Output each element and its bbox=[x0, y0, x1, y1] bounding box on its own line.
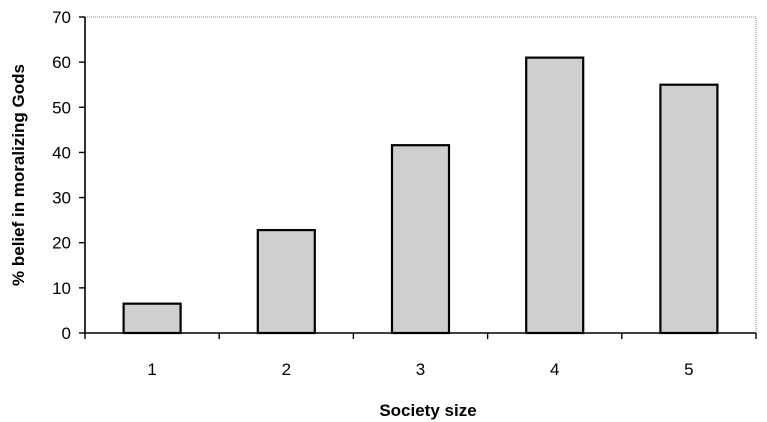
y-axis-label: % belief in moralizing Gods bbox=[9, 64, 28, 286]
bar-4 bbox=[525, 56, 585, 335]
y-tick-label-0: 0 bbox=[62, 324, 71, 343]
y-tick-label-30: 30 bbox=[52, 189, 71, 208]
x-tick-label-3: 3 bbox=[416, 360, 425, 379]
y-tick-label-70: 70 bbox=[52, 8, 71, 27]
bar-3 bbox=[390, 144, 451, 335]
bar-5 bbox=[659, 83, 719, 335]
y-tick-label-60: 60 bbox=[52, 53, 71, 72]
x-tick-label-4: 4 bbox=[550, 360, 559, 379]
bar-2 bbox=[256, 228, 316, 335]
x-axis-label: Society size bbox=[379, 401, 476, 420]
y-axis-ticks: 0 10 20 30 40 50 60 70 bbox=[52, 8, 85, 343]
y-tick-label-50: 50 bbox=[52, 98, 71, 117]
bars-group bbox=[122, 56, 719, 335]
x-axis-ticks: 1 2 3 4 5 bbox=[84, 333, 757, 379]
y-tick-label-20: 20 bbox=[52, 234, 71, 253]
y-tick-label-40: 40 bbox=[52, 143, 71, 162]
y-tick-label-10: 10 bbox=[52, 279, 71, 298]
x-tick-label-1: 1 bbox=[147, 360, 156, 379]
x-tick-label-2: 2 bbox=[282, 360, 291, 379]
x-tick-label-5: 5 bbox=[684, 360, 693, 379]
bar-1 bbox=[122, 302, 182, 335]
